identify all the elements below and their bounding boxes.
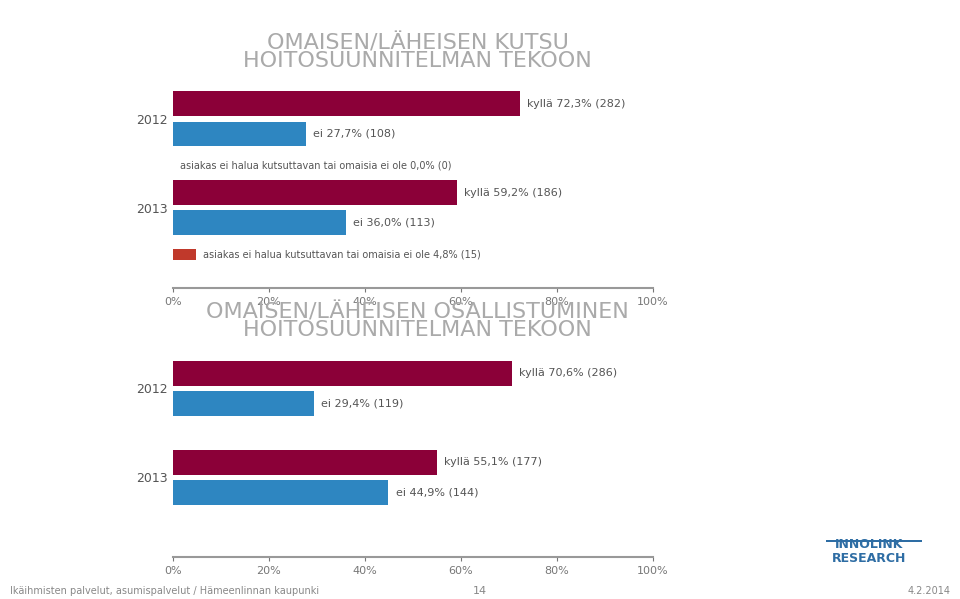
Text: RESEARCH: RESEARCH [831,552,906,565]
Text: Ikäihmisten palvelut, asumispalvelut / Hämeenlinnan kaupunki: Ikäihmisten palvelut, asumispalvelut / H… [10,586,319,596]
Text: 4.2.2014: 4.2.2014 [907,586,950,596]
Text: ei 44,9% (144): ei 44,9% (144) [396,488,478,497]
Text: HOITOSUUNNITELMAN TEKOON: HOITOSUUNNITELMAN TEKOON [243,320,592,340]
Bar [173,122,305,146]
Text: asiakas ei halua kutsuttavan tai omaisia ei ole 0,0% (0): asiakas ei halua kutsuttavan tai omaisia… [180,161,451,171]
Text: ei 36,0% (113): ei 36,0% (113) [352,218,435,228]
Bar [173,361,512,386]
Text: asiakas ei halua kutsuttavan tai omaisia ei ole 4,8% (15): asiakas ei halua kutsuttavan tai omaisia… [204,250,481,260]
Text: ei 29,4% (119): ei 29,4% (119) [321,398,403,409]
Text: OMAISEN/LÄHEISEN KUTSU: OMAISEN/LÄHEISEN KUTSU [267,33,568,53]
Text: kyllä 55,1% (177): kyllä 55,1% (177) [444,457,542,467]
Bar [173,180,457,205]
Bar [173,210,346,235]
Text: 14: 14 [473,586,487,596]
Bar [173,249,196,261]
Bar [173,450,437,474]
Text: kyllä 70,6% (286): kyllä 70,6% (286) [518,368,617,379]
Text: OMAISEN/LÄHEISEN OSALLISTUMINEN: OMAISEN/LÄHEISEN OSALLISTUMINEN [206,302,629,323]
Text: kyllä 59,2% (186): kyllä 59,2% (186) [465,187,563,198]
Text: ei 27,7% (108): ei 27,7% (108) [313,129,396,139]
Bar [173,92,519,116]
Text: kyllä 72,3% (282): kyllä 72,3% (282) [527,99,625,109]
Bar [173,391,314,416]
Text: INNOLINK: INNOLINK [834,538,903,551]
Text: HOITOSUUNNITELMAN TEKOON: HOITOSUUNNITELMAN TEKOON [243,51,592,71]
Bar [173,480,388,505]
